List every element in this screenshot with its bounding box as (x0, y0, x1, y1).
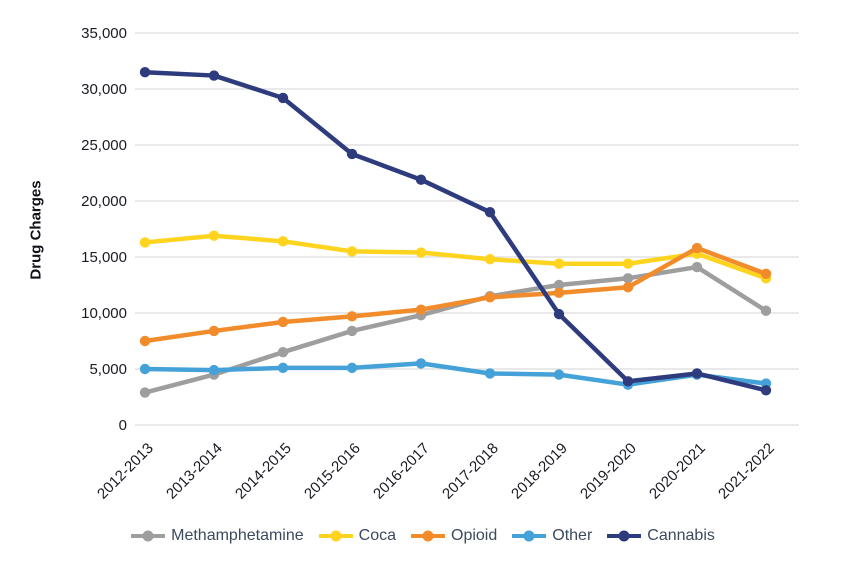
data-point-opioid (208, 325, 220, 337)
data-point-methamphetamine (277, 347, 289, 358)
data-point-opioid (691, 242, 703, 254)
x-tick-label: 2016-2017 (370, 440, 433, 503)
y-tick-label: 15,000 (81, 249, 127, 266)
x-tick-label: 2017-2018 (439, 440, 502, 503)
legend-item-opioid: Opioid (411, 527, 497, 545)
legend-label: Methamphetamine (171, 527, 304, 544)
data-point-methamphetamine (760, 305, 772, 316)
x-tick-label: 2014-2015 (232, 440, 295, 503)
legend-item-cannabis: Cannabis (607, 527, 715, 545)
y-tick-label: 5,000 (89, 361, 127, 378)
x-tick-label: 2019-2020 (577, 440, 640, 503)
x-tick-label: 2013-2014 (163, 440, 226, 503)
y-tick-label: 20,000 (81, 193, 127, 210)
y-tick-label: 25,000 (81, 137, 127, 154)
data-point-other (139, 363, 151, 375)
plot-area: 0 5,000 10,000 15,000 20,000 25,000 30,000 35,0… (81, 25, 799, 503)
data-point-methamphetamine (346, 325, 358, 337)
data-point-coca (415, 247, 427, 258)
data-point-coca (208, 230, 220, 241)
data-point-cannabis (622, 376, 634, 387)
x-tick-label: 2018-2019 (508, 440, 571, 503)
data-point-coca (139, 237, 151, 248)
legend-label: Other (552, 527, 593, 544)
legend-marker-other-icon (512, 530, 547, 542)
legend-item-coca: Coca (318, 527, 396, 545)
data-point-other (208, 364, 220, 376)
data-point-cannabis (277, 92, 289, 104)
legend-label: Cannabis (647, 527, 715, 544)
data-point-other (484, 368, 496, 379)
series-line-coca (144, 233, 767, 281)
data-point-opioid (760, 268, 772, 279)
data-point-opioid (139, 335, 151, 347)
x-tick-label: 2015-2016 (301, 440, 364, 503)
legend-marker-methamphetamine-icon (131, 530, 166, 542)
data-point-cannabis (553, 308, 565, 320)
data-point-cannabis (484, 207, 496, 218)
data-point-cannabis (415, 174, 427, 185)
data-point-coca (277, 236, 289, 247)
y-tick-label: 35,000 (81, 25, 127, 42)
y-tick-label: 0 (119, 417, 127, 434)
legend-item-methamphetamine: Methamphetamine (131, 527, 304, 545)
data-point-other (346, 362, 358, 374)
x-tick-label: 2020-2021 (646, 440, 709, 503)
legend-label: Opioid (451, 527, 498, 544)
data-point-coca (622, 258, 634, 269)
data-point-other (553, 369, 565, 380)
data-point-cannabis (208, 70, 220, 81)
data-point-other (277, 362, 289, 374)
legend: Methamphetamine Coca Opioid Other Cannabis (0, 527, 846, 545)
x-tick-label: 2021-2022 (715, 440, 778, 503)
y-tick-label: 30,000 (81, 81, 127, 98)
series-line-cannabis (144, 69, 767, 393)
series-line-opioid (144, 245, 767, 344)
data-point-opioid (553, 287, 565, 299)
legend-marker-cannabis-icon (607, 530, 642, 542)
data-point-opioid (484, 292, 496, 303)
data-point-cannabis (346, 148, 358, 160)
data-point-methamphetamine (139, 387, 151, 398)
data-point-opioid (277, 316, 289, 328)
x-tick-label: 2012-2013 (94, 440, 157, 503)
data-point-coca (346, 246, 358, 257)
data-point-coca (553, 258, 565, 269)
data-point-methamphetamine (622, 273, 634, 284)
data-point-coca (484, 254, 496, 265)
legend-item-other: Other (512, 527, 592, 545)
y-tick-label: 10,000 (81, 305, 127, 322)
data-point-cannabis (760, 385, 772, 396)
data-point-cannabis (139, 67, 151, 78)
data-point-opioid (622, 282, 634, 293)
legend-marker-opioid-icon (411, 530, 445, 542)
data-point-methamphetamine (553, 279, 565, 291)
data-point-cannabis (691, 368, 703, 379)
data-point-methamphetamine (691, 261, 703, 273)
legend-label: Coca (358, 527, 396, 544)
data-point-other (415, 358, 427, 369)
data-point-opioid (346, 311, 358, 322)
data-point-opioid (415, 304, 427, 315)
legend-marker-coca-icon (318, 530, 353, 542)
